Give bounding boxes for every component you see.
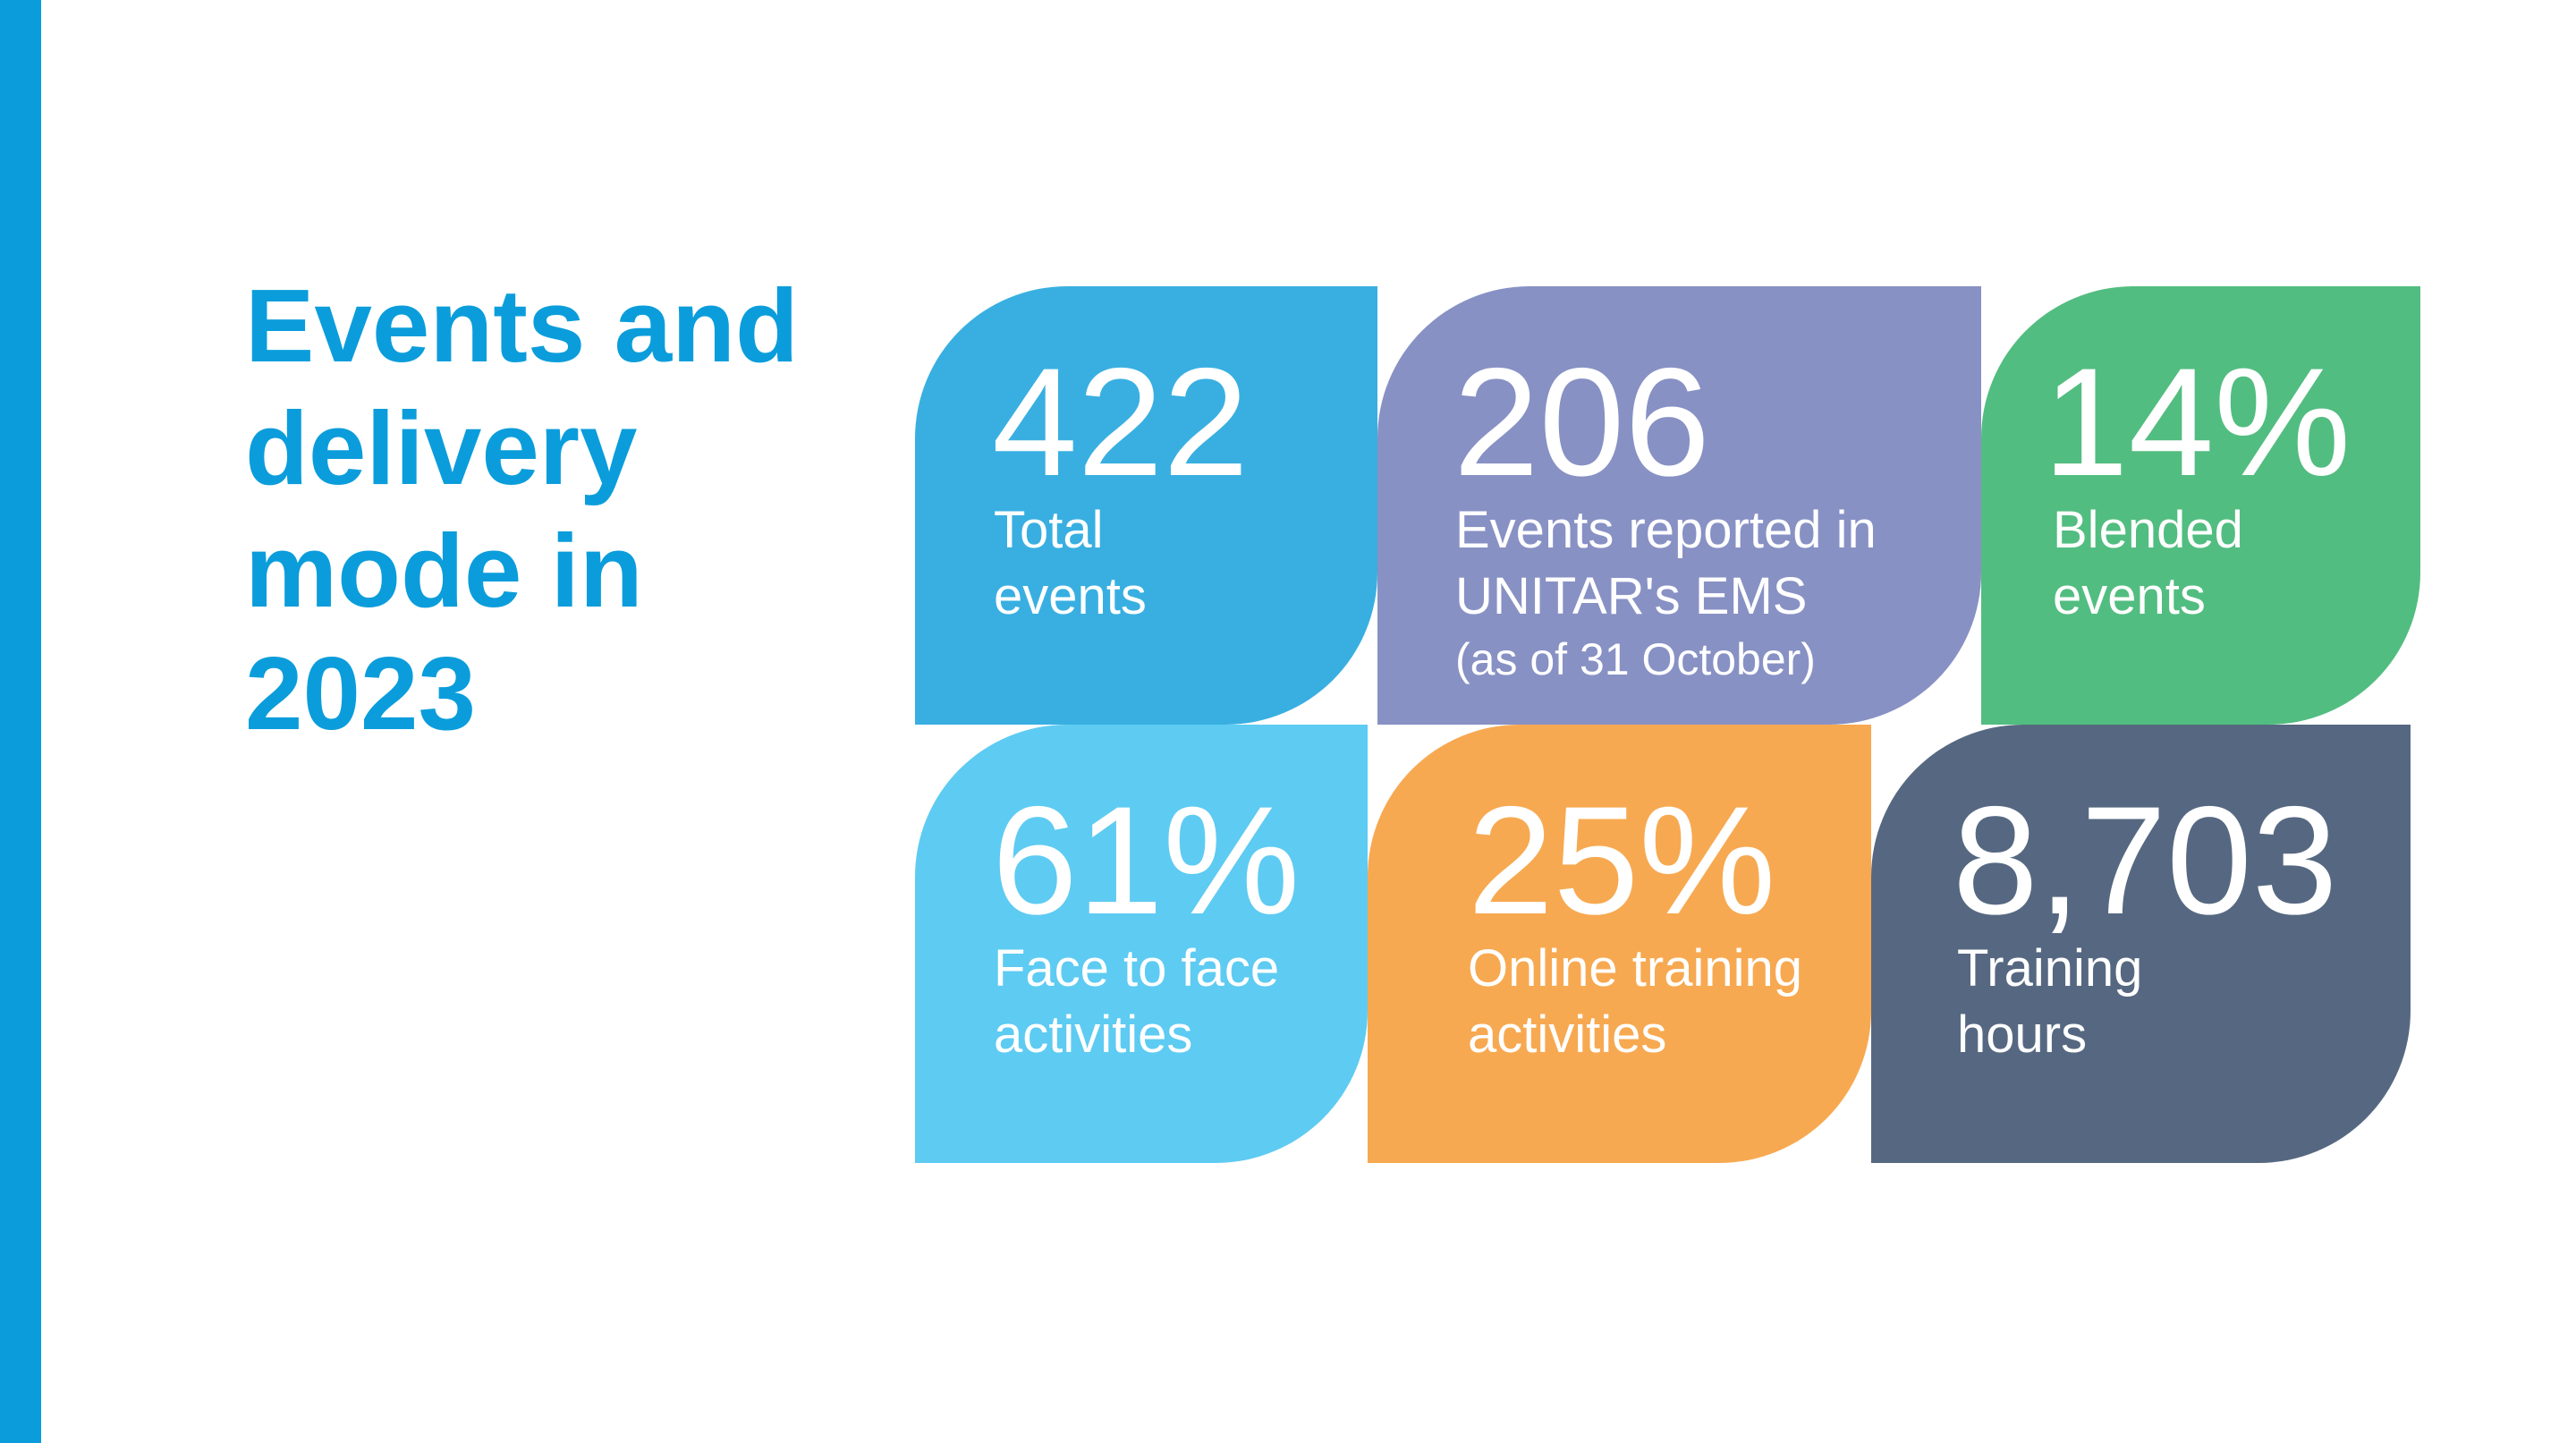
stat-label: Total events: [994, 497, 1147, 630]
stat-tile-training-hours: 8,703 Training hours: [1871, 725, 2411, 1163]
stat-label: Online training activities: [1468, 936, 1802, 1068]
stat-label-line-2: activities: [994, 1006, 1193, 1064]
stat-value: 61%: [992, 775, 1301, 946]
stat-label-line-2: activities: [1468, 1006, 1667, 1064]
stat-label-line-2: UNITAR's EMS: [1455, 567, 1808, 625]
left-accent-bar: [0, 0, 41, 1443]
stat-value: 206: [1453, 336, 1710, 508]
stat-label: Face to face activities: [994, 936, 1279, 1068]
stat-label-line-1: Online training: [1468, 939, 1802, 997]
stat-value: 14%: [2043, 336, 2351, 508]
stat-tile-online-training: 25% Online training activities: [1368, 725, 1871, 1163]
stat-label-line-1: Face to face: [994, 939, 1280, 997]
stat-value: 422: [992, 336, 1249, 508]
title-line-4: 2023: [245, 635, 477, 751]
stat-label: Blended events: [2053, 497, 2243, 630]
stat-label-line-1: Blended: [2053, 501, 2243, 559]
stat-tile-events-reported: 206 Events reported in UNITAR's EMS (as …: [1377, 286, 1981, 725]
title-line-1: Events and: [245, 267, 799, 384]
stat-label-line-2: events: [994, 567, 1147, 625]
stat-label-line-2: events: [2053, 567, 2206, 625]
page-title: Events and delivery mode in 2023: [245, 265, 799, 755]
stat-label-line-1: Total: [994, 501, 1104, 559]
stat-label-line-2: hours: [1957, 1006, 2088, 1064]
stat-tile-blended-events: 14% Blended events: [1981, 286, 2420, 725]
stat-label: Events reported in UNITAR's EMS (as of 3…: [1455, 497, 1877, 689]
stat-tile-face-to-face: 61% Face to face activities: [915, 725, 1368, 1163]
title-line-3: mode in: [245, 513, 643, 629]
title-line-2: delivery: [245, 390, 638, 506]
stat-label-line-1: Training: [1957, 939, 2143, 997]
stat-tile-total-events: 422 Total events: [915, 286, 1377, 725]
stat-label: Training hours: [1957, 936, 2142, 1068]
stat-note: (as of 31 October): [1455, 634, 1816, 684]
stat-label-line-1: Events reported in: [1455, 501, 1877, 559]
stat-value: 8,703: [1953, 775, 2338, 946]
stat-value: 25%: [1468, 775, 1776, 946]
